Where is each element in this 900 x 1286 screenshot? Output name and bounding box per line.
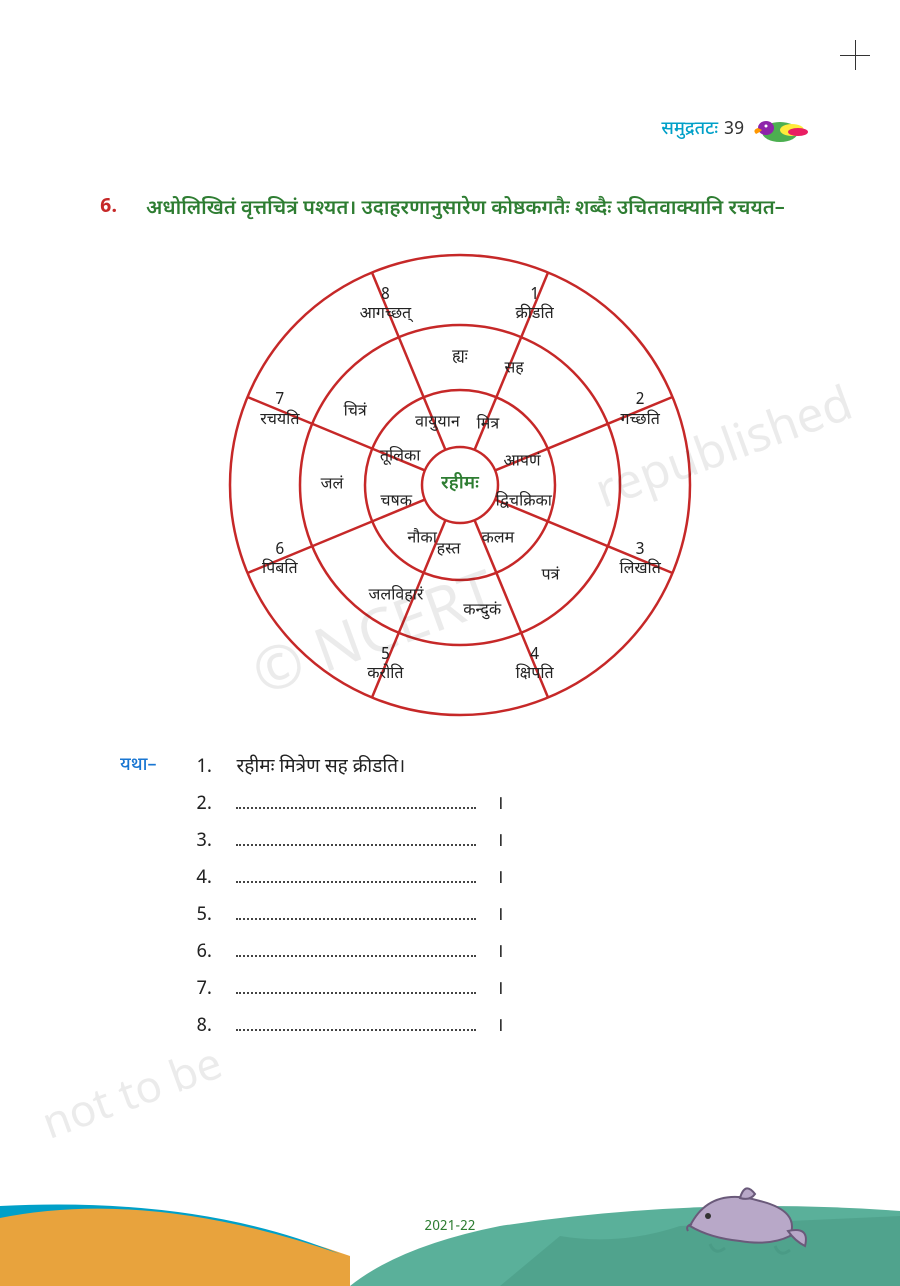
crop-mark-tr [840,40,870,70]
danda: । [496,940,503,965]
wheel-label: कलम [481,529,514,548]
wheel-label: 1क्रीडति [515,286,553,324]
wheel-label: आपणं [504,453,541,472]
answer-blank[interactable] [236,943,476,957]
answer-example: रहीमः मित्रेण सह क्रीडति। [236,755,405,780]
wheel-label: हस्त [437,540,461,559]
chapter-title: समुद्रतटः [661,119,718,142]
wheel-label: द्विचक्रिका [496,492,552,511]
wheel-label: 5करोति [367,646,403,684]
example-label: यथा– [120,755,156,1051]
parrot-icon [750,110,810,150]
wheel-label: मित्र [477,416,500,435]
danda: । [496,903,503,928]
answer-number: 1. [196,755,216,780]
wheel-label: सह [504,359,523,378]
answer-row: 6. । [196,940,503,965]
answer-blank[interactable] [236,832,476,846]
wheel-label: 2गच्छति [620,391,659,429]
answer-row: 4. । [196,866,503,891]
answers-block: यथा– 1.रहीमः मित्रेण सह क्रीडति।2.।3.।4.… [120,755,820,1051]
wheel-label: तूलिका [380,448,421,467]
answer-row: 7. । [196,977,503,1002]
wheel-label: 8आगच्छत् [360,286,412,324]
danda: । [496,977,503,1002]
content-area: 6. अधोलिखितं वृत्तचित्रं पश्यत। उदाहरणान… [100,195,820,1051]
answer-number: 3. [196,829,216,854]
wheel-label: चषक [380,492,412,511]
wheel-label: 4क्षिपति [516,646,554,684]
wheel-label: ह्यः [452,347,468,366]
answer-number: 2. [196,792,216,817]
wheel-label: पत्रं [542,566,560,585]
answer-number: 7. [196,977,216,1002]
answer-blank[interactable] [236,980,476,994]
wheel-center: रहीमः [441,474,479,497]
footer-illustration [0,1136,900,1286]
answer-row: 1. रहीमः मित्रेण सह क्रीडति। [196,755,503,780]
answer-blank[interactable] [236,1017,476,1031]
wheel-label: जलं [321,475,344,494]
answer-blank[interactable] [236,795,476,809]
page-number: 39 [724,119,744,142]
answer-blank[interactable] [236,906,476,920]
answer-list: 1.रहीमः मित्रेण सह क्रीडति।2.।3.।4.।5.।6… [196,755,503,1051]
wheel-label: 3लिखति [619,540,660,578]
wheel-label: 7रचयति [260,391,299,429]
danda: । [496,829,503,854]
danda: । [496,792,503,817]
danda: । [496,866,503,891]
answer-number: 5. [196,903,216,928]
answer-blank[interactable] [236,869,476,883]
wheel-label: वायुयान [415,413,460,432]
answer-row: 5. । [196,903,503,928]
answer-row: 8. । [196,1014,503,1039]
answer-row: 2. । [196,792,503,817]
footer-year: 2021-22 [424,1217,475,1236]
question-number: 6. [100,195,128,225]
wheel-label: 6पिबति [262,540,298,578]
question-text: अधोलिखितं वृत्तचित्रं पश्यत। उदाहरणानुसा… [146,195,785,225]
answer-number: 8. [196,1014,216,1039]
answer-number: 6. [196,940,216,965]
question: 6. अधोलिखितं वृत्तचित्रं पश्यत। उदाहरणान… [100,195,820,225]
wheel-label: नौका [407,529,436,548]
wheel-diagram: रहीमः मित्रआपणं द्विचक्रिका कलम हस्तनौका चषक… [220,245,700,725]
page-header: समुद्रतटः 39 [661,110,810,150]
wheel-label: जलविहारं [369,586,424,605]
wheel-label: कन्दुकं [463,601,501,620]
answer-row: 3. । [196,829,503,854]
danda: । [496,1014,503,1039]
answer-number: 4. [196,866,216,891]
wheel-label: चित्रं [344,402,367,421]
